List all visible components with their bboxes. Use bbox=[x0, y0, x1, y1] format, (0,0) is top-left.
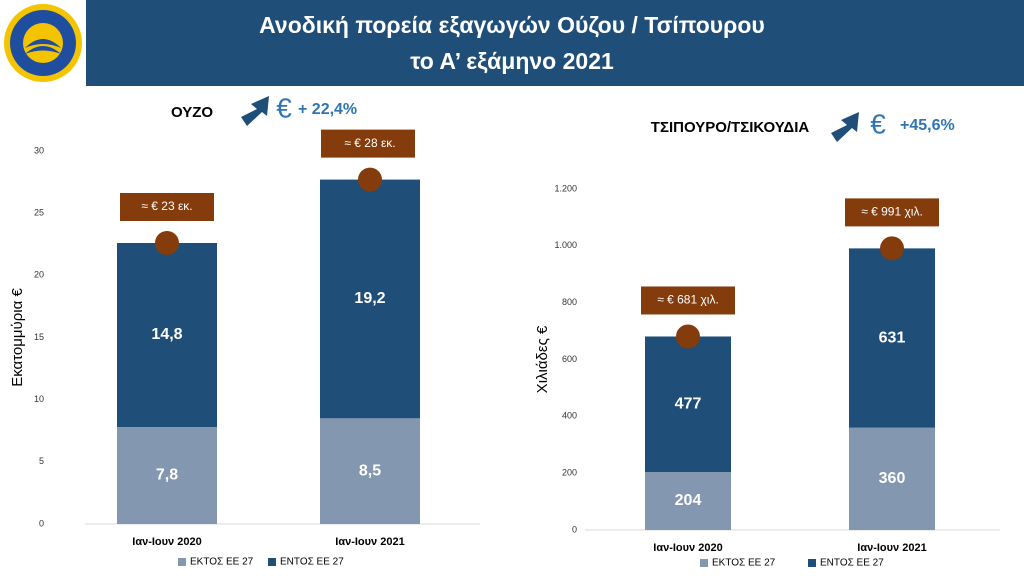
y-tick-label: 600 bbox=[562, 354, 577, 364]
legend-label: ΕΝΤΟΣ ΕΕ 27 bbox=[280, 557, 344, 568]
legend-swatch bbox=[808, 559, 816, 567]
total-label: ≈ € 28 εκ. bbox=[344, 136, 395, 150]
slide-title: Ανοδική πορεία εξαγωγών Ούζου / Τσίπουρο… bbox=[259, 12, 765, 38]
y-tick-label: 25 bbox=[34, 208, 44, 218]
y-tick-label: 0 bbox=[572, 524, 577, 534]
total-callout bbox=[845, 198, 939, 227]
growth-symbol: € bbox=[276, 92, 292, 123]
bar-segment bbox=[849, 427, 935, 530]
y-axis-label: Χιλιάδες € bbox=[534, 325, 551, 393]
legend-label: ΕΝΤΟΣ ΕΕ 27 bbox=[820, 558, 884, 569]
data-label: 631 bbox=[879, 329, 906, 346]
slide-subtitle: το Α’ εξάμηνο 2021 bbox=[410, 48, 614, 74]
total-callout bbox=[321, 129, 415, 158]
y-tick-label: 1.200 bbox=[554, 183, 577, 193]
total-label: ≈ € 991 χιλ. bbox=[861, 205, 923, 219]
bar-segment bbox=[117, 427, 217, 524]
data-label: 477 bbox=[675, 395, 702, 412]
chart-title: ΟΥΖΟ bbox=[171, 104, 213, 121]
growth-symbol: € bbox=[870, 108, 886, 139]
y-tick-label: 0 bbox=[39, 518, 44, 528]
y-tick-label: 5 bbox=[39, 456, 44, 466]
total-callout bbox=[120, 193, 214, 222]
y-tick-label: 1.000 bbox=[554, 240, 577, 250]
y-tick-label: 20 bbox=[34, 270, 44, 280]
x-tick-label: Ιαν-Ιουν 2020 bbox=[132, 536, 201, 548]
bar-segment bbox=[645, 336, 731, 473]
data-label: 204 bbox=[675, 492, 702, 509]
y-tick-label: 400 bbox=[562, 411, 577, 421]
legend-swatch bbox=[268, 558, 276, 566]
logo bbox=[0, 0, 86, 86]
total-label: ≈ € 23 εκ. bbox=[141, 199, 192, 213]
legend-swatch bbox=[178, 558, 186, 566]
total-marker bbox=[358, 167, 382, 192]
growth-arrow bbox=[831, 112, 859, 142]
total-label: ≈ € 681 χιλ. bbox=[657, 293, 719, 307]
legend-swatch bbox=[700, 559, 708, 567]
x-tick-label: Ιαν-Ιουν 2020 bbox=[653, 542, 722, 554]
y-tick-label: 30 bbox=[34, 145, 44, 155]
bar-segment bbox=[117, 243, 217, 428]
bar-segment bbox=[849, 248, 935, 428]
y-tick-label: 15 bbox=[34, 332, 44, 342]
y-tick-label: 800 bbox=[562, 297, 577, 307]
legend-label: ΕΚΤΟΣ ΕΕ 27 bbox=[712, 558, 776, 569]
legend-label: ΕΚΤΟΣ ΕΕ 27 bbox=[190, 557, 254, 568]
data-label: 8,5 bbox=[359, 462, 381, 479]
data-label: 360 bbox=[879, 470, 906, 487]
total-callout bbox=[641, 286, 735, 315]
data-label: 7,8 bbox=[156, 467, 178, 484]
bar-segment bbox=[320, 179, 420, 419]
bar-segment bbox=[320, 418, 420, 524]
y-tick-label: 200 bbox=[562, 468, 577, 478]
growth-arrow bbox=[241, 96, 269, 126]
x-tick-label: Ιαν-Ιουν 2021 bbox=[335, 536, 404, 548]
x-tick-label: Ιαν-Ιουν 2021 bbox=[857, 542, 926, 554]
header-bar bbox=[0, 0, 1024, 86]
total-marker bbox=[155, 231, 179, 256]
growth-label: +45,6% bbox=[900, 117, 955, 134]
chart-title: ΤΣΙΠΟΥΡΟ/ΤΣΙΚΟΥΔΙΑ bbox=[651, 119, 810, 136]
bar-segment bbox=[645, 472, 731, 530]
data-label: 14,8 bbox=[151, 326, 182, 343]
total-marker bbox=[880, 236, 904, 261]
total-marker bbox=[676, 324, 700, 349]
growth-label: + 22,4% bbox=[298, 101, 357, 118]
data-label: 19,2 bbox=[354, 290, 385, 307]
y-tick-label: 10 bbox=[34, 394, 44, 404]
y-axis-label: Εκατομμύρια € bbox=[9, 288, 26, 387]
